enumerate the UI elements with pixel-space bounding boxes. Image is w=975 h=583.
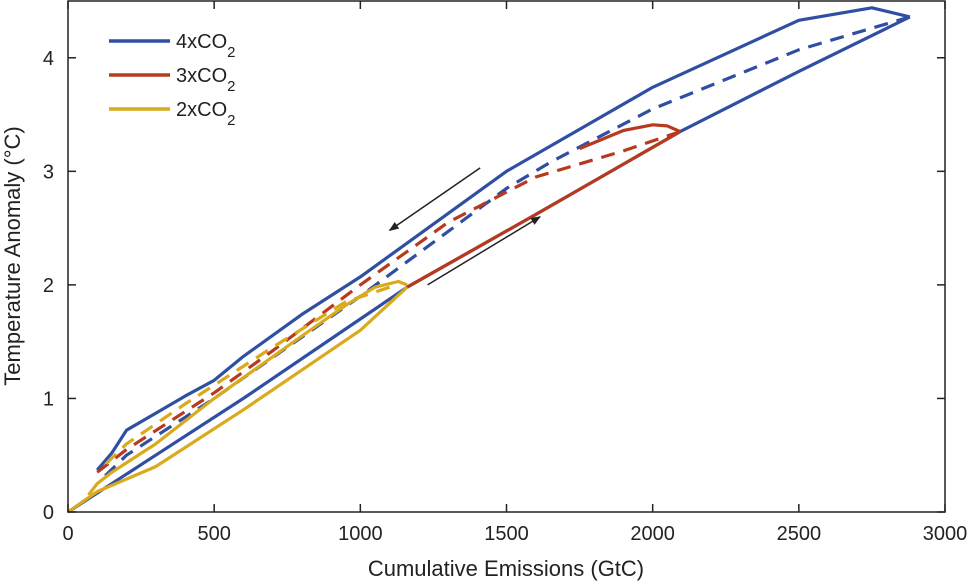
x-tick-label: 2500	[777, 523, 822, 545]
x-tick-label: 0	[62, 523, 73, 545]
y-tick-label: 4	[43, 48, 54, 70]
y-tick-label: 1	[43, 388, 54, 410]
x-tick-label: 500	[197, 523, 230, 545]
legend-label-3x: 3xCO2	[176, 65, 235, 95]
series-line-3xco2-ramp-up	[406, 130, 681, 289]
arrow-annotation-1	[427, 216, 541, 286]
series-line-4xco2-dashed	[101, 15, 911, 480]
legend: 4xCO2 3xCO2 2xCO2	[109, 31, 235, 129]
series-line-2xco2-dashed	[101, 285, 391, 468]
series-line-2xco2-ramp-down	[87, 279, 408, 496]
series-line-2xco2-ramp-up	[67, 286, 409, 514]
x-tick-label: 3000	[923, 523, 968, 545]
legend-label-4x: 4xCO2	[176, 31, 235, 61]
y-axis-label: Temperature Anomaly (°C)	[0, 126, 25, 385]
arrow-annotation-0	[388, 167, 481, 231]
series-line-3xco2-ramp-down	[578, 123, 681, 151]
series-line-3xco2-dashed	[96, 130, 681, 474]
y-tick-label: 3	[43, 161, 54, 183]
x-tick-label: 1500	[484, 523, 529, 545]
y-tick-label: 0	[43, 502, 54, 524]
series-line-4xco2-ramp-up	[67, 15, 911, 514]
x-axis-label: Cumulative Emissions (GtC)	[368, 556, 644, 581]
x-tick-label: 2000	[630, 523, 675, 545]
x-tick-label: 1000	[338, 523, 383, 545]
y-tick-label: 2	[43, 275, 54, 297]
legend-label-2x: 2xCO2	[176, 99, 235, 129]
series-line-4xco2-ramp-down	[95, 6, 911, 472]
